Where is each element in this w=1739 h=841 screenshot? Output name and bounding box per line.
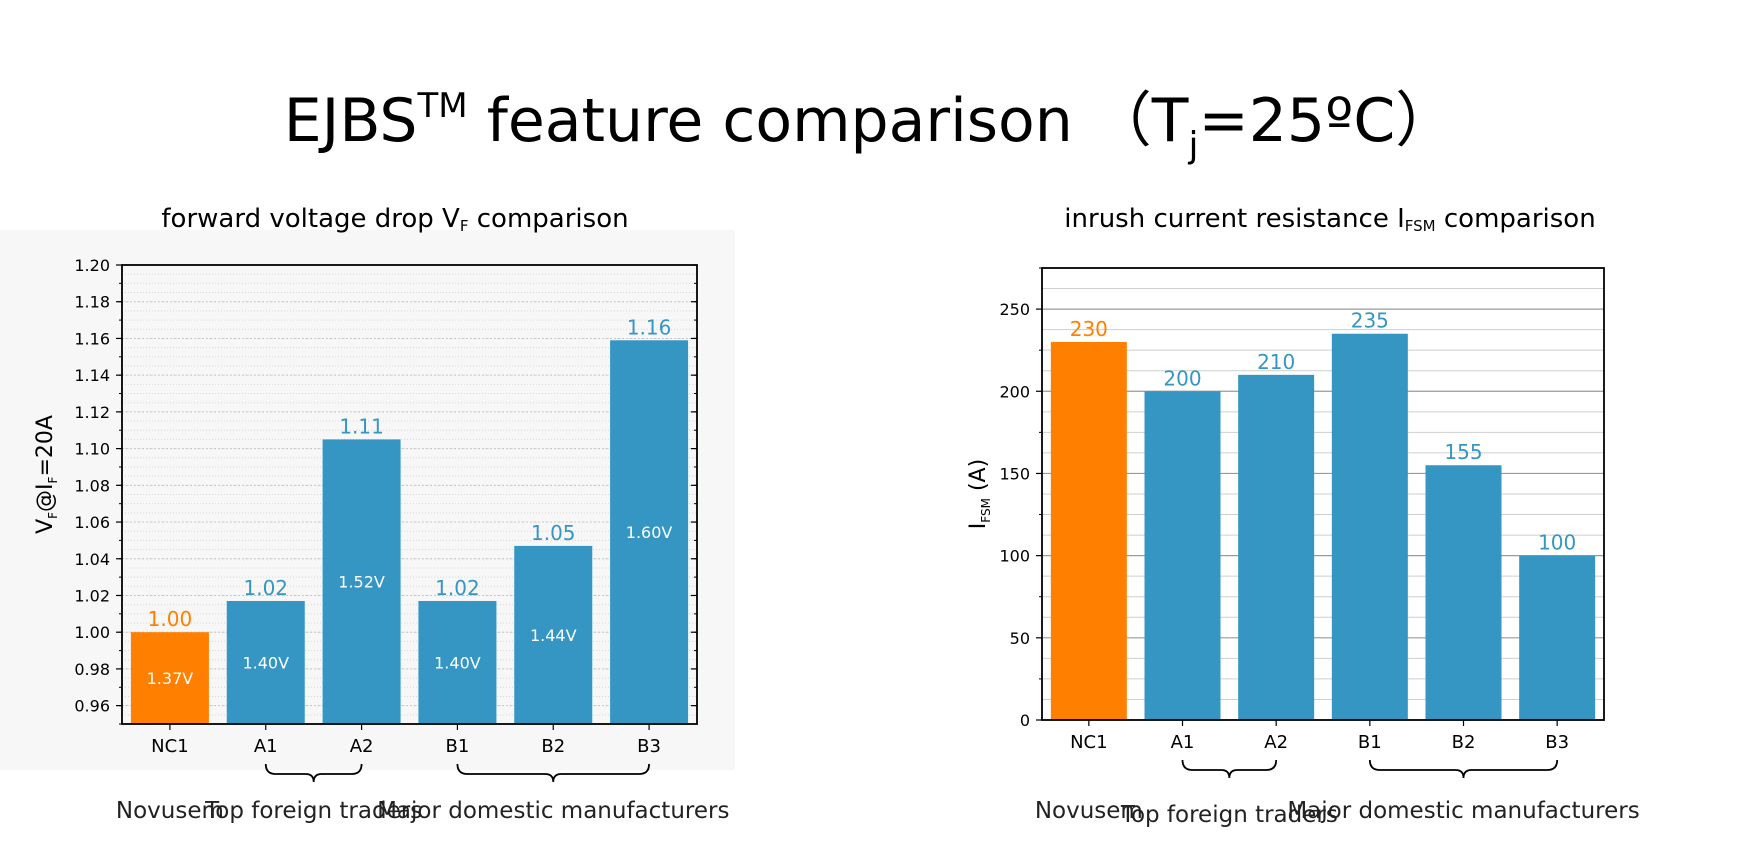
y-tick-label: 150 xyxy=(999,464,1030,483)
category-label: A1 xyxy=(1171,732,1195,753)
right-chart-title: inrush current resistance IFSM compariso… xyxy=(1064,204,1596,235)
group-label: Top foreign traders xyxy=(1120,802,1338,828)
inner-label: 1.40V xyxy=(242,653,289,672)
y-tick-label: 200 xyxy=(999,382,1030,401)
y-tick-label: 0.98 xyxy=(74,660,110,679)
y-axis-label: VF@IF=20A xyxy=(33,415,60,534)
y-tick-label: 1.18 xyxy=(74,293,110,312)
category-label: A2 xyxy=(1264,732,1288,753)
chart-0: 1.00 1.37V NC1 1.02 1.40V A1 1.11 1.52V A2 1.02 1.… xyxy=(33,256,729,824)
y-tick-label: 1.06 xyxy=(74,513,110,532)
bar-B1 xyxy=(1331,333,1408,720)
bar-NC1 xyxy=(1050,341,1127,720)
data-label: 230 xyxy=(1070,317,1108,341)
group-brace xyxy=(264,763,363,783)
group-label: Top foreign traders xyxy=(204,798,422,824)
bar-B1 xyxy=(418,600,497,724)
y-tick-label: 1.08 xyxy=(74,476,110,495)
y-tick-label: 0 xyxy=(1020,711,1030,730)
bar-A2 xyxy=(322,439,401,724)
group-brace xyxy=(1181,759,1278,779)
y-tick-label: 1.02 xyxy=(74,586,110,605)
y-tick-label: 0.96 xyxy=(74,697,110,716)
y-tick-label: 1.20 xyxy=(74,256,110,275)
chart-1: 230 NC1 200 A1 210 A2 235 B1 155 B2 100 B3 0 50 100 150… xyxy=(966,267,1640,828)
y-tick-label: 1.10 xyxy=(74,440,110,459)
category-label: A1 xyxy=(254,736,278,757)
y-tick-label: 250 xyxy=(999,300,1030,319)
bar-B2 xyxy=(1425,465,1502,720)
y-tick-label: 1.04 xyxy=(74,550,110,569)
y-tick-label: 1.14 xyxy=(74,366,110,385)
bar-A1 xyxy=(226,600,305,724)
data-label: 1.16 xyxy=(627,315,672,339)
category-label: NC1 xyxy=(1070,732,1108,753)
category-label: B2 xyxy=(1452,732,1476,753)
data-label: 1.05 xyxy=(531,521,576,545)
bar-A2 xyxy=(1238,374,1315,720)
group-label: Major domestic manufacturers xyxy=(1287,798,1639,824)
y-tick-label: 100 xyxy=(999,547,1030,566)
category-label: B2 xyxy=(541,736,565,757)
category-label: B3 xyxy=(637,736,661,757)
data-label: 210 xyxy=(1257,350,1295,374)
data-label: 1.00 xyxy=(148,607,193,631)
category-label: B1 xyxy=(1358,732,1382,753)
inner-label: 1.44V xyxy=(530,626,577,645)
inner-label: 1.40V xyxy=(434,653,481,672)
group-brace xyxy=(456,763,650,783)
y-tick-label: 1.00 xyxy=(74,623,110,642)
inner-label: 1.60V xyxy=(626,523,673,542)
y-tick-label: 1.16 xyxy=(74,329,110,348)
category-label: B1 xyxy=(446,736,470,757)
y-tick-label: 50 xyxy=(1010,629,1030,648)
bar-A1 xyxy=(1144,391,1221,720)
category-label: B3 xyxy=(1545,732,1569,753)
bar-B2 xyxy=(514,545,593,724)
data-label: 100 xyxy=(1538,531,1576,555)
y-axis-label: IFSM (A) xyxy=(966,459,993,529)
data-label: 155 xyxy=(1444,440,1482,464)
y-tick-label: 1.12 xyxy=(74,403,110,422)
inner-label: 1.37V xyxy=(147,669,194,688)
group-label: Novusem xyxy=(1035,798,1143,824)
plot-frame xyxy=(1041,267,1605,721)
group-brace xyxy=(1368,759,1559,779)
data-label: 1.11 xyxy=(339,414,384,438)
bar-B3 xyxy=(610,340,689,724)
category-label: A2 xyxy=(350,736,374,757)
data-label: 200 xyxy=(1163,366,1201,390)
group-label: Major domestic manufacturers xyxy=(377,798,729,824)
plot-frame xyxy=(121,264,698,725)
data-label: 235 xyxy=(1351,309,1389,333)
inner-label: 1.52V xyxy=(338,573,385,592)
bar-NC1 xyxy=(130,632,209,724)
group-label: Novusem xyxy=(116,798,224,824)
data-label: 1.02 xyxy=(435,576,480,600)
data-label: 1.02 xyxy=(243,576,288,600)
bar-B3 xyxy=(1519,555,1596,720)
category-label: NC1 xyxy=(151,736,189,757)
left-chart-title: forward voltage drop VF comparison xyxy=(161,204,629,235)
slide-title: EJBSTM feature comparison （Tj=25ºC） xyxy=(283,86,1456,166)
